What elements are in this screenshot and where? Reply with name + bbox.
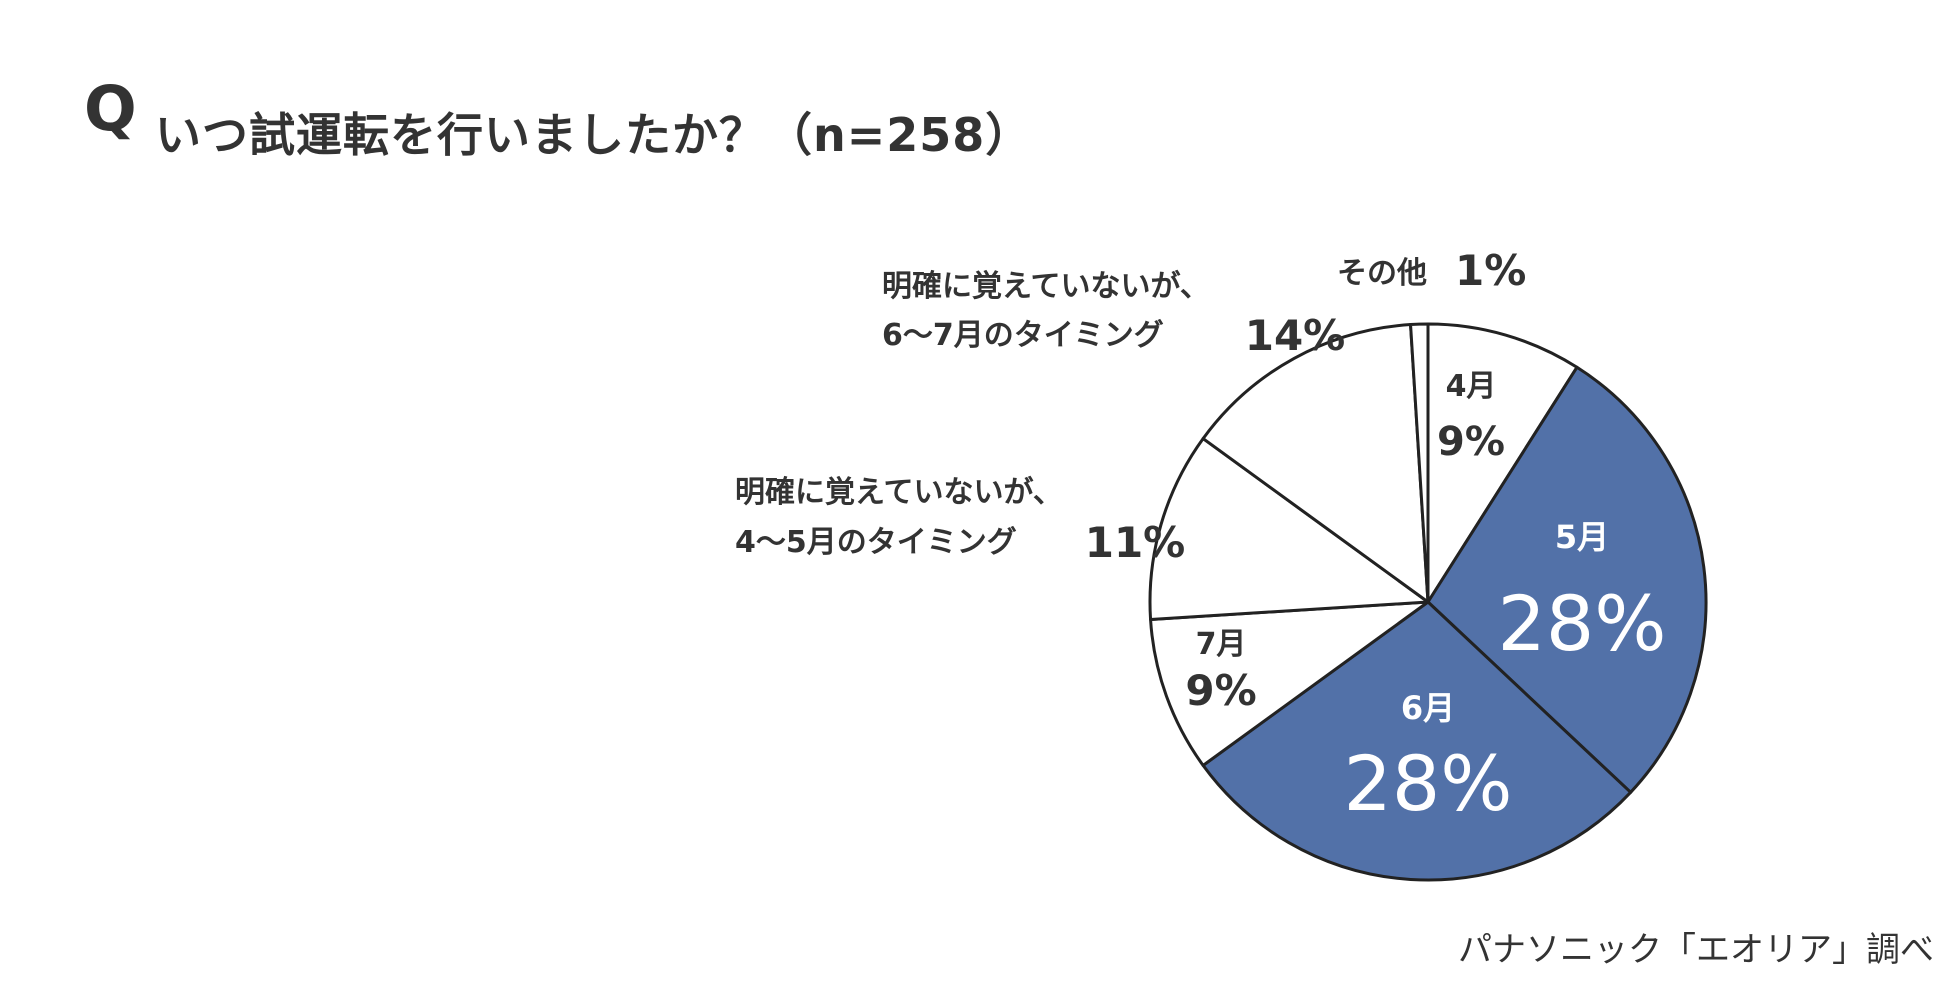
question-mark: Q <box>84 72 137 145</box>
slice-value-0: 9% <box>1437 419 1505 465</box>
pie-slice-4 <box>1148 437 1430 621</box>
pie-slice-2 <box>1201 600 1633 882</box>
pie-slices <box>1148 322 1708 882</box>
slice-value-6: 1% <box>1455 246 1526 295</box>
slice-label-4-line2: 4〜5月のタイミング <box>735 525 1017 560</box>
question-title: いつ試運転を行いましたか？（n=258） <box>155 108 1033 162</box>
slice-value-1: 28% <box>1498 579 1667 668</box>
pie-labels: 4月 9% 5月 28% 6月 28% 7月 9% 明確に覚えていないが、 4〜5月のタイミング 1… <box>735 246 1666 828</box>
slice-value-5: 14% <box>1245 311 1346 360</box>
slice-label-5-line1: 明確に覚えていないが、 <box>882 269 1210 304</box>
source-note: パナソニック「エオリア」調べ <box>1458 930 1934 970</box>
pie-slice-1 <box>1426 365 1708 794</box>
pie-slice-3 <box>1149 600 1430 767</box>
slice-label-4-line1: 明確に覚えていないが、 <box>735 475 1063 510</box>
slice-label-6: その他 <box>1337 256 1427 291</box>
slice-value-4: 11% <box>1085 518 1186 567</box>
slice-label-2: 6月 <box>1401 689 1455 727</box>
slice-label-5-line2: 6〜7月のタイミング <box>882 318 1164 353</box>
slice-value-3: 9% <box>1185 666 1256 715</box>
slice-value-2: 28% <box>1344 739 1513 828</box>
slice-label-3: 7月 <box>1196 627 1247 662</box>
slice-label-0: 4月 <box>1446 369 1497 404</box>
pie-slice-0 <box>1426 322 1579 604</box>
slice-label-1: 5月 <box>1555 518 1609 556</box>
pie-slice-5 <box>1201 323 1430 604</box>
pie-slice-6 <box>1409 322 1430 604</box>
